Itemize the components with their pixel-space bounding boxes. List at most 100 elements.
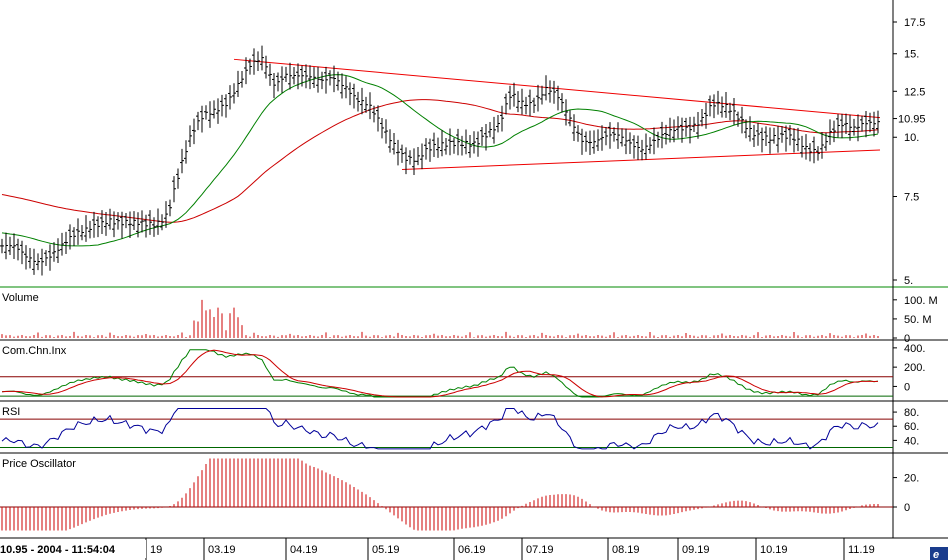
price-bar [440, 130, 444, 157]
price-bar [480, 126, 484, 146]
price-bar [312, 67, 316, 89]
price-bar [176, 168, 180, 189]
price-bar [728, 102, 732, 121]
rsi-title: RSI [2, 406, 20, 418]
price-bar [468, 135, 472, 158]
price-bar [556, 85, 560, 111]
price-bar [360, 87, 364, 115]
date-tick-label: 07.19 [526, 544, 554, 556]
price-bar [872, 111, 876, 137]
price-bar [768, 127, 772, 154]
price-bar [320, 71, 324, 90]
price-bar [632, 135, 636, 159]
price-bar [832, 120, 836, 143]
price-bar [660, 121, 664, 149]
cci-lines [0, 349, 893, 398]
price-bar [4, 232, 8, 260]
cci-signal-line [1, 349, 879, 398]
price-bar [492, 116, 496, 144]
oscillator-axis: 20.0 [893, 473, 919, 514]
price-bar [504, 93, 508, 115]
price-bar [716, 90, 720, 115]
price-bar [672, 119, 676, 143]
price-bar [40, 248, 44, 276]
price-bar [456, 128, 460, 156]
date-tick-label: 09.19 [682, 544, 710, 556]
volume-tick-label: 50. M [904, 314, 932, 326]
volume-title: Volume [2, 292, 39, 304]
cci-tick-label: 400. [904, 343, 925, 355]
price-bar [580, 128, 584, 155]
price-bar [828, 119, 832, 145]
price-bar [684, 117, 688, 137]
price-bar [528, 89, 532, 117]
price-bar [812, 136, 816, 164]
price-bar [224, 94, 228, 118]
price-bar [464, 129, 468, 155]
price-bar [68, 224, 72, 250]
price-bar [608, 122, 612, 149]
price-bar [516, 91, 520, 113]
corner-logo-icon[interactable]: e [930, 547, 948, 560]
price-bar [612, 127, 616, 142]
price-bar [316, 66, 320, 93]
price-bar [536, 84, 540, 112]
price-bar [204, 105, 208, 120]
price-bar [272, 72, 276, 99]
cci-main-line [1, 349, 879, 398]
price-bar [88, 220, 92, 239]
price-bar [540, 85, 544, 105]
price-bar [256, 51, 260, 71]
price-bar [140, 210, 144, 233]
rsi-tick-label: 60. [904, 421, 919, 433]
price-bar [740, 106, 744, 134]
volume-bars [1, 299, 879, 338]
oscillator-panel: Price Oscillator 20.0 [0, 458, 919, 531]
price-bar [568, 110, 572, 127]
price-bar [244, 57, 248, 85]
price-bar [124, 212, 128, 229]
price-bar [220, 94, 224, 117]
price-bar [856, 114, 860, 142]
last-price-label: 10.95 [898, 114, 926, 126]
price-bar [676, 116, 680, 139]
price-bar [284, 66, 288, 83]
price-bar [664, 124, 668, 145]
price-bar [816, 146, 820, 161]
support-trendline [401, 149, 881, 171]
price-bar [744, 119, 748, 139]
price-bar [120, 211, 124, 239]
price-bar [240, 70, 244, 88]
price-bar [60, 232, 64, 256]
price-bar [736, 111, 740, 127]
price-bar [300, 65, 304, 87]
cci-axis: 400. 200. 0 [893, 343, 925, 393]
price-bar [396, 139, 400, 166]
price-bar [196, 111, 200, 131]
price-bar [368, 92, 372, 120]
price-bar [616, 122, 620, 149]
volume-tick-label: 0 [904, 333, 910, 345]
price-bar [496, 114, 500, 133]
price-tick-label: 17.5 [904, 17, 925, 29]
price-bar [652, 127, 656, 155]
price-bar [200, 105, 204, 133]
oscillator-title: Price Oscillator [2, 458, 76, 470]
price-bar [532, 97, 536, 113]
price-bar [644, 133, 648, 160]
price-bar [64, 231, 68, 255]
price-bar [428, 138, 432, 162]
price-bar [524, 96, 528, 115]
price-bar [48, 244, 52, 271]
price-bar [552, 80, 556, 104]
price-bar [212, 100, 216, 119]
date-tick-label: 11.19 [848, 544, 875, 556]
price-bar [404, 147, 408, 175]
price-bar [564, 99, 568, 126]
price-bars [0, 45, 880, 276]
price-bar [548, 80, 552, 103]
price-bar [864, 110, 868, 138]
price-bar [324, 66, 328, 94]
price-bar [488, 121, 492, 138]
